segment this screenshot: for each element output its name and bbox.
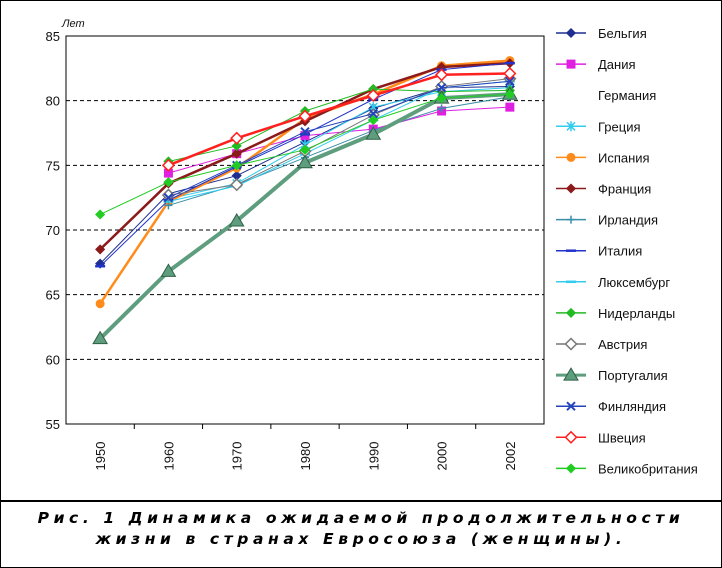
legend: Бельгия Дания Германия Греция Испания Франция… (556, 26, 698, 476)
data-point (161, 188, 175, 202)
data-point (368, 115, 379, 126)
data-point (505, 102, 515, 112)
data-point (95, 244, 106, 255)
y-tick-label: 80 (46, 94, 60, 109)
caption-line-2: жизни в странах Евросоюза (женщины). (95, 530, 627, 548)
data-point (231, 140, 242, 151)
legend-label: Финляндия (598, 399, 666, 414)
data-point (435, 68, 449, 82)
data-point (436, 93, 447, 104)
legend-label: Дания (598, 57, 636, 72)
data-point (300, 126, 310, 137)
data-point (365, 126, 382, 140)
legend-label: Люксембург (598, 275, 670, 290)
axes: 55 60 65 70 75 80 85 1950 1960 1970 1980 1990 2000 20… (46, 29, 518, 470)
series-line (168, 80, 510, 203)
data-point (228, 212, 245, 227)
line-chart: 55 60 65 70 75 80 85 1950 1960 1970 1980 1990 2000 20… (46, 18, 698, 476)
data-point (297, 154, 313, 169)
x-tick-label: 2002 (503, 442, 518, 471)
data-point (437, 104, 446, 113)
data-point (231, 160, 242, 171)
legend-marker (565, 463, 577, 474)
legend-label: Австрия (598, 337, 647, 352)
x-tick-label: 2000 (435, 442, 450, 471)
data-point (95, 209, 106, 220)
data-point (230, 178, 244, 192)
legend-marker (567, 215, 575, 224)
legend-marker (566, 59, 576, 69)
caption-line-1: Рис. 1 Динамика ожидаемой продолжительно… (37, 509, 685, 527)
legend-label: Франция (598, 182, 651, 197)
legend-label: Италия (598, 244, 642, 259)
series-line (168, 80, 510, 199)
legend-label: Великобритания (598, 461, 698, 476)
y-tick-label: 65 (46, 288, 60, 303)
plot-area (65, 35, 545, 425)
legend-label: Германия (598, 88, 656, 103)
data-point (299, 144, 311, 155)
data-point (503, 66, 517, 81)
data-point (368, 108, 378, 119)
data-point (504, 89, 515, 100)
y-tick-label: 70 (46, 223, 60, 238)
legend-marker (564, 337, 578, 351)
legend-label: Ирландия (598, 213, 658, 228)
series-line (168, 106, 510, 174)
legend-label: Нидерланды (598, 306, 675, 321)
legend-marker (563, 367, 579, 381)
legend-marker (566, 401, 576, 411)
data-point (95, 299, 105, 309)
legend-marker (564, 430, 578, 444)
data-point (161, 158, 175, 172)
legend-label: Швеция (598, 430, 646, 445)
x-tick-label: 1990 (366, 442, 381, 471)
series-line (168, 96, 510, 206)
data-point (92, 330, 109, 345)
legend-marker (565, 307, 577, 318)
legend-label: Португалия (598, 368, 668, 383)
y-axis-unit: Лет (61, 18, 85, 30)
data-point (298, 109, 312, 123)
x-tick-label: 1970 (230, 442, 245, 471)
legend-label: Бельгия (598, 26, 647, 41)
data-point (366, 88, 380, 103)
y-tick-label: 85 (46, 29, 60, 44)
legend-label: Греция (598, 119, 641, 134)
y-tick-label: 60 (46, 352, 60, 367)
series-line (167, 72, 510, 167)
data-point (231, 148, 242, 159)
data-point (163, 192, 174, 203)
data-point (230, 131, 244, 145)
y-tick-label: 55 (46, 417, 60, 432)
figure-caption: Рис. 1 Динамика ожидаемой продолжительно… (0, 508, 722, 550)
series-line (168, 78, 510, 196)
x-tick-label: 1960 (161, 442, 176, 471)
caption-divider (1, 500, 721, 502)
series-line (168, 88, 510, 162)
series-layer (92, 56, 518, 345)
data-point (505, 76, 515, 86)
legend-marker (565, 183, 577, 194)
legend-marker (566, 152, 576, 162)
data-point (163, 177, 174, 188)
legend-marker (565, 27, 577, 39)
legend-label: Испания (598, 150, 650, 165)
y-tick-label: 75 (46, 158, 60, 173)
x-tick-label: 1950 (93, 442, 108, 471)
data-point (436, 83, 447, 93)
x-tick-label: 1980 (298, 442, 313, 471)
data-point (160, 263, 177, 277)
legend-marker (566, 121, 576, 132)
